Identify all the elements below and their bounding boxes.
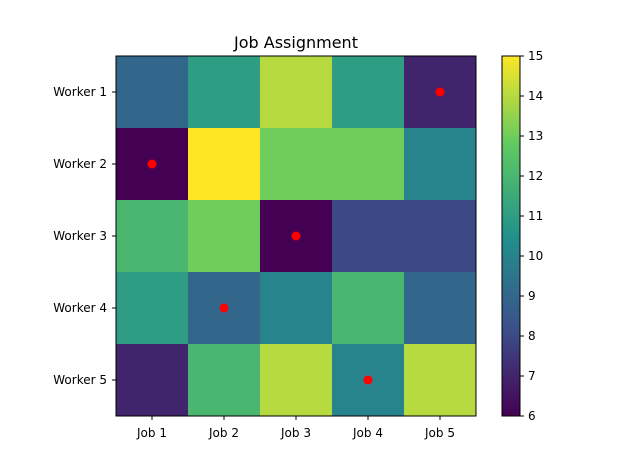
- colorbar-tick-label: 15: [528, 49, 543, 63]
- y-tick-label: Worker 5: [53, 373, 107, 387]
- colorbar-tick-label: 13: [528, 129, 543, 143]
- colorbar-tick-label: 6: [528, 409, 536, 423]
- y-axis: Worker 1 Worker 2 Worker 3 Worker 4 Worker 5: [53, 85, 116, 387]
- colorbar-tick-label: 9: [528, 289, 536, 303]
- heatmap-cell: [188, 344, 260, 416]
- heatmap-cell: [332, 200, 404, 272]
- heatmap-cell: [332, 128, 404, 200]
- heatmap-cell: [116, 56, 188, 128]
- y-tick-label: Worker 4: [53, 301, 107, 315]
- colorbar-tick-label: 14: [528, 89, 543, 103]
- heatmap-cell: [188, 56, 260, 128]
- heatmap-cell: [260, 56, 332, 128]
- heatmap-cell: [260, 128, 332, 200]
- x-tick-label: Job 2: [208, 426, 239, 440]
- assignment-marker: [363, 375, 373, 385]
- heatmap-cell: [404, 200, 476, 272]
- assignment-marker: [435, 87, 445, 97]
- colorbar-tick-label: 11: [528, 209, 543, 223]
- heatmap-cell: [260, 272, 332, 344]
- heatmap-cell: [116, 344, 188, 416]
- assignment-marker: [291, 231, 301, 241]
- x-axis: Job 1 Job 2 Job 3 Job 4 Job 5: [136, 416, 455, 440]
- heatmap-cell: [188, 128, 260, 200]
- chart-title: Job Assignment: [233, 33, 358, 52]
- x-tick-label: Job 1: [136, 426, 167, 440]
- heatmap-cell: [188, 200, 260, 272]
- heatmap-cell: [404, 272, 476, 344]
- colorbar-gradient: [501, 55, 521, 417]
- colorbar-tick-label: 10: [528, 249, 543, 263]
- colorbar-tick-label: 7: [528, 369, 536, 383]
- colorbar-tick-label: 12: [528, 169, 543, 183]
- heatmap-cell: [260, 344, 332, 416]
- assignment-marker: [219, 303, 229, 313]
- y-tick-label: Worker 2: [53, 157, 107, 171]
- y-tick-label: Worker 1: [53, 85, 107, 99]
- assignment-markers: [147, 87, 445, 385]
- colorbar-tick-label: 8: [528, 329, 536, 343]
- heatmap-cell: [116, 272, 188, 344]
- heatmap-cells: [115, 55, 477, 417]
- x-tick-label: Job 5: [424, 426, 455, 440]
- heatmap-cell: [332, 272, 404, 344]
- heatmap-cell: [116, 200, 188, 272]
- x-tick-label: Job 4: [352, 426, 383, 440]
- heatmap-cell: [332, 56, 404, 128]
- y-tick-label: Worker 3: [53, 229, 107, 243]
- heatmap-cell: [404, 128, 476, 200]
- heatmap-cell: [404, 344, 476, 416]
- colorbar: 6 7 8 9 10 11 12 13 14 15: [501, 49, 543, 423]
- x-tick-label: Job 3: [280, 426, 311, 440]
- assignment-marker: [147, 159, 157, 169]
